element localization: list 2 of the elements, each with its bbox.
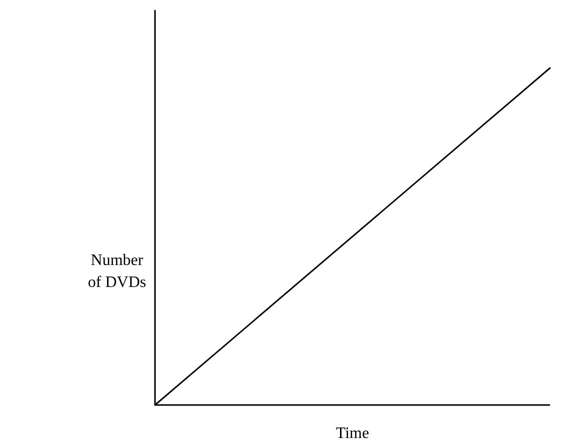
y-axis-title: Number of DVDs	[88, 252, 146, 291]
x-axis-title: Time	[336, 425, 370, 442]
